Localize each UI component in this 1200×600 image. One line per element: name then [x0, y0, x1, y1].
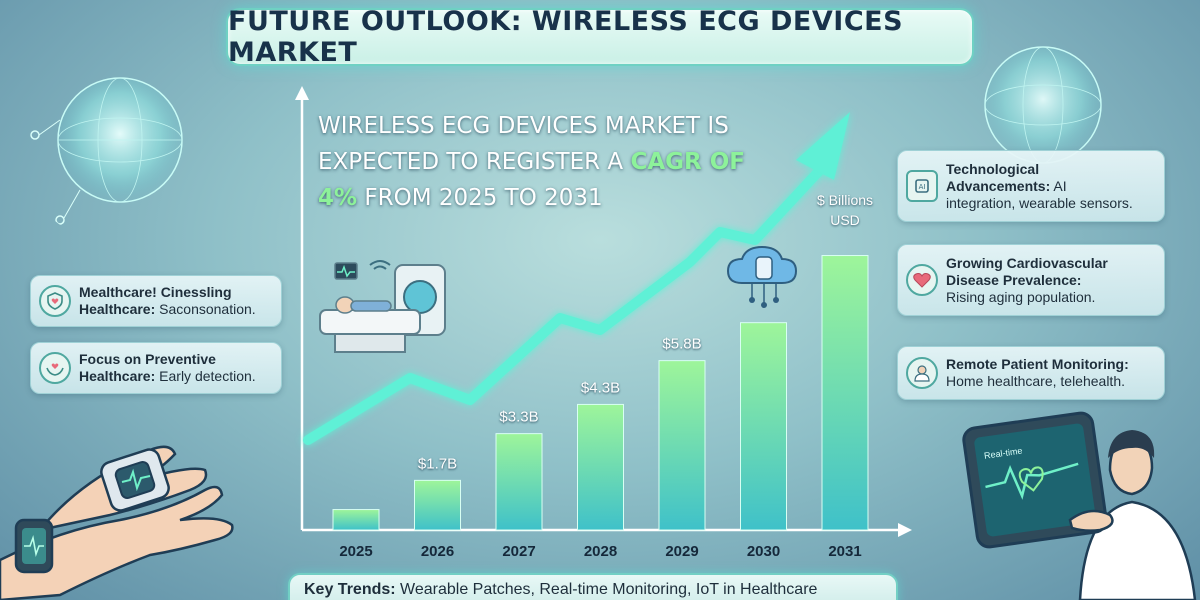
right-card-desc-2: integration, wearable sensors. — [946, 194, 1133, 211]
svg-text:AI: AI — [919, 183, 926, 191]
left-card-desc: Early detection. — [155, 368, 256, 384]
right-card-text: Technological Advancements: AI integrati… — [946, 161, 1133, 212]
x-tick-label-2026: 2026 — [421, 543, 454, 560]
x-tick-label-2031: 2031 — [828, 543, 861, 560]
heart-icon — [906, 264, 938, 296]
right-card-desc-2: Rising aging population. — [946, 288, 1096, 305]
right-card-text: Remote Patient Monitoring: Home healthca… — [946, 356, 1129, 390]
unit-label-line-2: USD — [830, 212, 860, 228]
right-card-remote-monitoring: Remote Patient Monitoring: Home healthca… — [897, 346, 1165, 400]
right-card-text: Growing Cardiovascular Disease Prevalenc… — [946, 255, 1108, 306]
left-card-title: Focus on Preventive — [79, 351, 216, 367]
value-label-2028: $4.3B — [581, 379, 620, 396]
x-tick-label-2025: 2025 — [339, 543, 372, 560]
bar-2027 — [495, 433, 543, 531]
left-card-title: Mealthcare! Cinessling — [79, 284, 232, 300]
doctor-icon — [906, 357, 938, 389]
bar-2029 — [658, 360, 706, 531]
cloud-database-icon — [726, 245, 798, 308]
title-banner: FUTURE OUTLOOK: WIRELESS ECG DEVICES MAR… — [226, 6, 974, 68]
hands-wearable-illustration — [0, 445, 234, 600]
value-label-2029: $5.8B — [662, 336, 701, 353]
trend-arrow — [303, 165, 825, 445]
key-trends-bar: Key Trends: Wearable Patches, Real-time … — [288, 573, 898, 600]
key-trends-label: Key Trends: — [304, 581, 396, 598]
right-card-title: Remote Patient Monitoring: — [946, 356, 1129, 372]
page-title: FUTURE OUTLOOK: WIRELESS ECG DEVICES MAR… — [228, 6, 904, 68]
right-card-desc-2: Home healthcare, telehealth. — [946, 373, 1125, 389]
left-card-preventive: Focus on Preventive Healthcare: Early de… — [30, 342, 282, 394]
unit-label: $ Billions USD — [800, 190, 890, 230]
left-card-title-2: Healthcare: — [79, 301, 156, 317]
value-label-2026: $1.7B — [418, 455, 457, 472]
left-card-title-2: Healthcare: — [79, 368, 156, 384]
shield-heart-icon — [39, 285, 71, 317]
right-card-desc: AI — [1050, 177, 1067, 194]
bar-2026 — [414, 479, 461, 531]
y-axis-arrowhead — [295, 86, 309, 100]
headline-line-3-text: FROM 2025 TO 2031 — [357, 185, 603, 211]
right-globe-icon — [984, 46, 1102, 164]
ecg-scanner-illustration — [319, 260, 446, 353]
left-card-text: Focus on Preventive Healthcare: Early de… — [79, 351, 256, 385]
left-card-desc: Saconsonation. — [155, 301, 256, 317]
trend-arrowhead — [796, 112, 850, 180]
x-tick-label-2027: 2027 — [502, 543, 535, 560]
value-label-2027: $3.3B — [499, 409, 538, 426]
right-card-technology: AI Technological Advancements: AI integr… — [897, 150, 1165, 222]
headline-line-2: EXPECTED TO REGISTER A CAGR OF — [318, 144, 778, 180]
bar-2025 — [332, 509, 380, 531]
left-globe-icon — [30, 77, 183, 225]
right-card-title: Technological — [946, 160, 1040, 177]
hands-heart-icon — [39, 352, 71, 384]
headline-line-2-text: EXPECTED TO REGISTER A — [318, 149, 631, 175]
bar-2031 — [821, 255, 869, 531]
ai-chip-icon: AI — [906, 170, 938, 202]
headline-cagr-value: 4% — [318, 185, 358, 211]
unit-label-line-1: $ Billions — [816, 192, 874, 208]
bar-2030 — [740, 322, 787, 531]
doctor-tablet-illustration: Real-time — [962, 411, 1197, 600]
right-card-cardiovascular: Growing Cardiovascular Disease Prevalenc… — [897, 244, 1165, 316]
right-card-title-2: Advancements: — [946, 177, 1051, 194]
bar-2028 — [577, 403, 624, 531]
headline: WIRELESS ECG DEVICES MARKET IS EXPECTED … — [318, 108, 778, 216]
x-tick-label-2030: 2030 — [747, 543, 780, 560]
x-tick-label-2029: 2029 — [665, 543, 698, 560]
x-tick-label-2028: 2028 — [584, 543, 617, 560]
key-trends-text: Wearable Patches, Real-time Monitoring, … — [395, 581, 818, 598]
left-card-healthcare: Mealthcare! Cinessling Healthcare: Sacon… — [30, 275, 282, 327]
headline-line-3: 4% FROM 2025 TO 2031 — [318, 180, 778, 216]
left-card-text: Mealthcare! Cinessling Healthcare: Sacon… — [79, 284, 256, 318]
headline-cagr-label: CAGR OF — [630, 149, 746, 175]
right-card-title-2: Disease Prevalence: — [946, 271, 1082, 288]
x-axis-arrowhead — [898, 523, 912, 537]
headline-line-1: WIRELESS ECG DEVICES MARKET IS — [318, 113, 729, 139]
right-card-title: Growing Cardiovascular — [946, 254, 1108, 271]
